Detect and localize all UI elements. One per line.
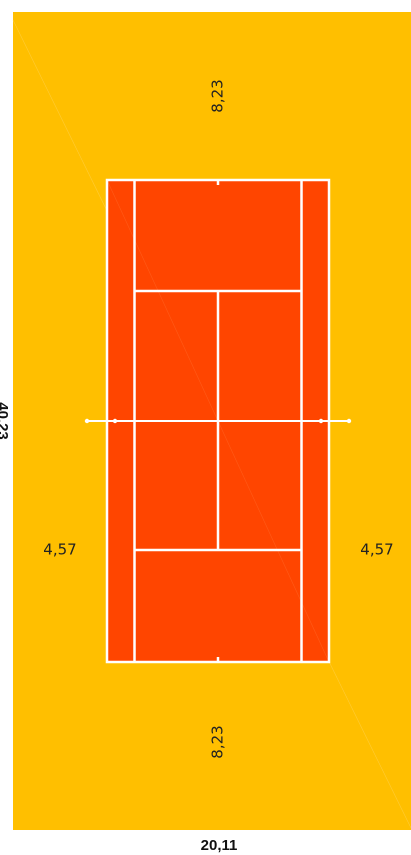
left-distance-label: 4,57 [43,541,76,559]
total-width-label: 20,11 [201,837,238,854]
right-distance-label: 4,57 [360,541,393,559]
net-post-outer-left [84,418,90,424]
top-distance-label: 8,23 [209,79,227,112]
net-posts [84,418,352,424]
total-length-label: 40,23 [0,402,11,440]
net-post-inner-right [318,418,324,424]
court-lines [87,178,349,664]
net-post-outer-right [346,418,352,424]
net-post-inner-left [112,418,118,424]
bottom-distance-label: 8,23 [209,725,227,758]
